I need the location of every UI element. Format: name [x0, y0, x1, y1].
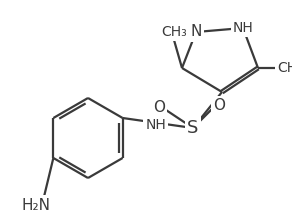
Text: N: N	[190, 25, 202, 40]
Text: O: O	[213, 99, 225, 114]
Text: NH: NH	[145, 118, 166, 132]
Text: H₂N: H₂N	[22, 198, 51, 213]
Text: O: O	[153, 101, 165, 116]
Text: S: S	[187, 119, 199, 137]
Text: CH₃: CH₃	[277, 61, 292, 75]
Text: NH: NH	[233, 21, 253, 35]
Text: CH₃: CH₃	[161, 25, 187, 39]
